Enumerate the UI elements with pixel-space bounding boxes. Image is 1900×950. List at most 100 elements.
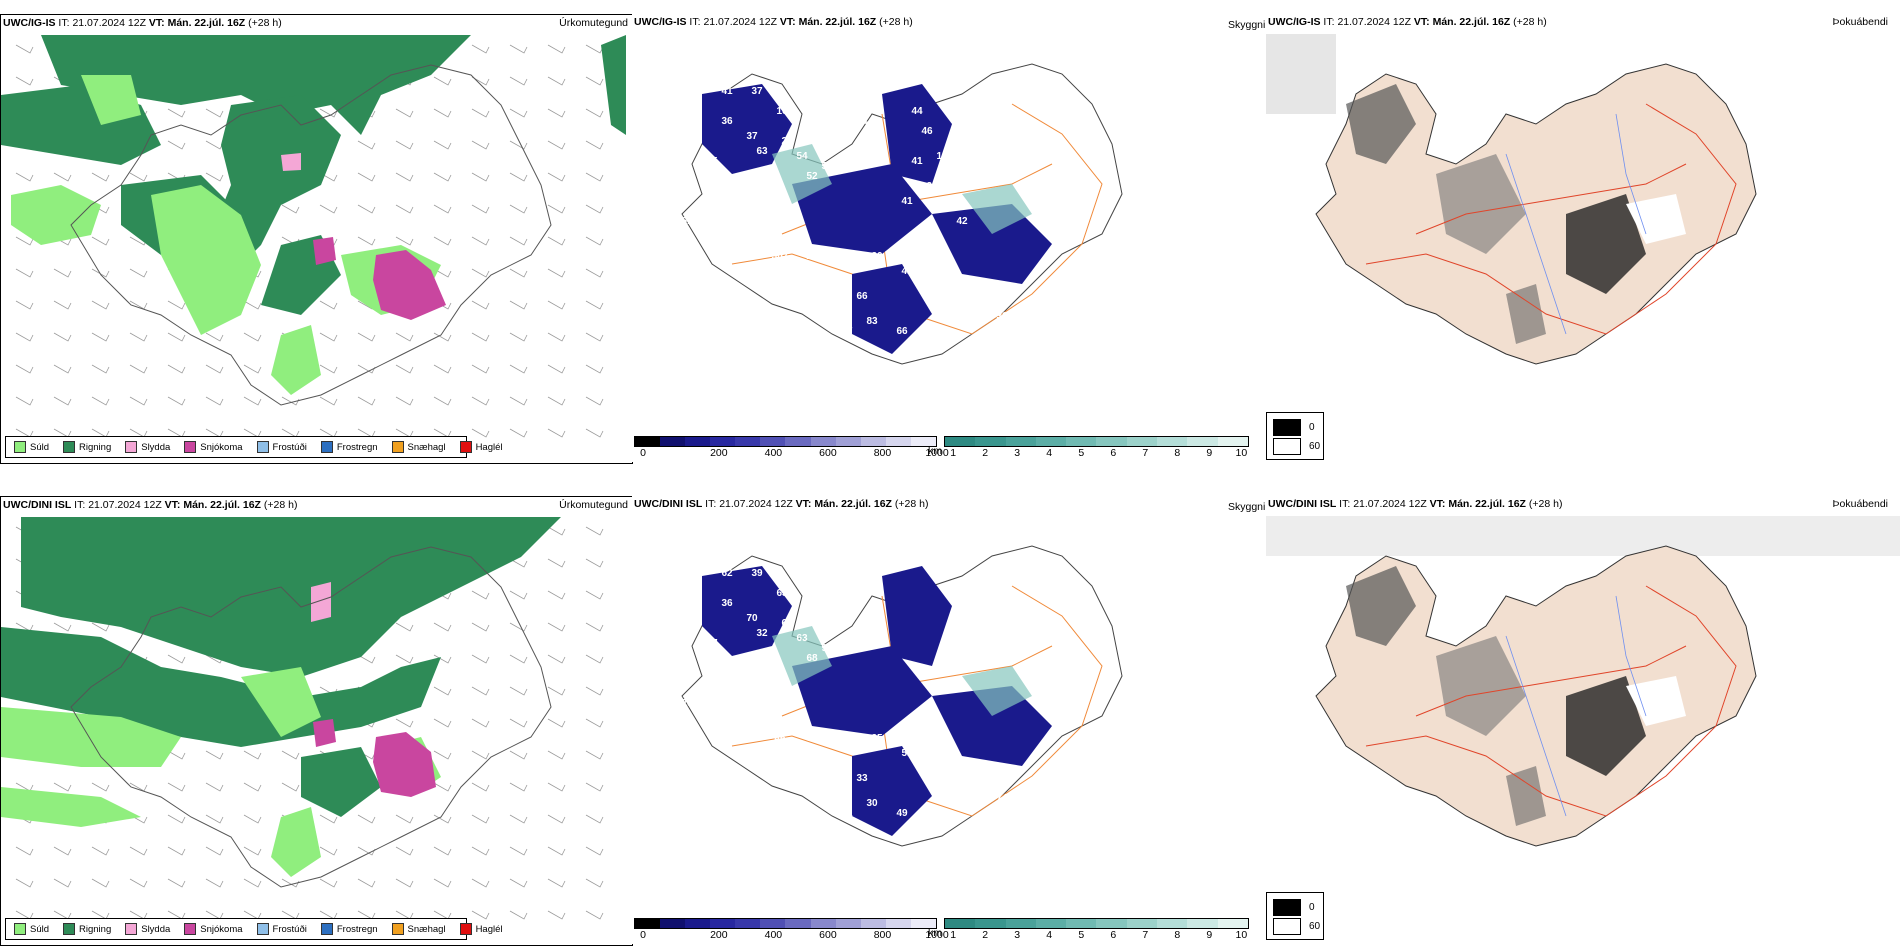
wind-barb — [395, 814, 414, 824]
rivers — [1505, 113, 1647, 335]
legend-item: Frostregn — [320, 441, 378, 453]
visibility-label: 42 — [821, 588, 833, 599]
wind-barb — [547, 364, 566, 374]
visibility-label: 74 — [996, 793, 1008, 804]
wind-barb — [15, 364, 34, 374]
visibility-label: 33 — [856, 773, 868, 784]
wind-barb — [395, 396, 414, 406]
colorbar-cell — [810, 919, 836, 928]
colorbar-tick: 200 — [710, 929, 728, 941]
colorbar-cell — [1096, 437, 1127, 446]
wind-barb — [243, 396, 262, 406]
iceland-land — [1315, 545, 1757, 847]
visibility-label: 21 — [841, 808, 853, 819]
legend-label: Rigning — [79, 923, 112, 935]
legend-label: Frostregn — [336, 923, 378, 935]
visibility-label: 67 — [781, 618, 793, 629]
visibility-label: 55 — [756, 768, 768, 779]
wind-barb — [585, 846, 604, 856]
precip-type-map-row2: UWC/DINI ISL IT: 21.07.2024 12Z VT: Mán.… — [0, 496, 633, 946]
wind-barb — [167, 300, 186, 310]
legend-item: Haglél — [459, 441, 503, 453]
iceland-coastline — [70, 64, 552, 406]
visibility-label: 99 — [806, 733, 818, 744]
rain-areas — [1, 517, 561, 817]
visibility-label: 66 — [896, 326, 908, 337]
visibility-label: 36 — [971, 311, 983, 322]
wind-barb — [357, 332, 376, 342]
wind-barb — [53, 622, 72, 632]
wind-barb — [205, 140, 224, 150]
colorbar-cell — [1005, 919, 1036, 928]
wind-barb — [547, 622, 566, 632]
visibility-label: 61 — [681, 216, 693, 227]
legend-swatch — [125, 923, 138, 935]
wind-barb — [471, 236, 490, 246]
wind-barb — [357, 878, 376, 888]
wind-barb — [471, 44, 490, 54]
visibility-label: 80 — [736, 251, 748, 262]
wind-barb — [243, 332, 262, 342]
wind-barb — [357, 396, 376, 406]
wind-barb — [395, 878, 414, 888]
colorbar-tick: 4 — [1046, 447, 1053, 459]
wind-barb — [91, 172, 110, 182]
visibility-label: 32 — [756, 628, 768, 639]
wind-barb — [585, 236, 604, 246]
legend-swatch — [459, 923, 472, 935]
visibility-label: 46 — [774, 733, 786, 744]
wind-barb — [205, 332, 224, 342]
wind-barb — [91, 622, 110, 632]
colorbar-cell — [810, 437, 836, 446]
colorbar-tick: 4 — [1046, 929, 1053, 941]
colorbar-tick: 1 — [950, 929, 957, 941]
legend-label: Slydda — [141, 923, 171, 935]
wind-barb — [471, 428, 490, 438]
wind-barb — [509, 300, 528, 310]
legend-item: Súld — [14, 923, 49, 935]
visibility-label: 100 — [724, 231, 741, 242]
wind-barb — [509, 44, 528, 54]
vis-product-title: Skyggni — [1228, 501, 1266, 513]
wind-barb — [243, 814, 262, 824]
wind-barb — [585, 814, 604, 824]
visibility-label: 29 — [781, 136, 793, 147]
visibility-label: 39 — [971, 793, 983, 804]
colorbar-cell — [945, 437, 976, 446]
wind-barb — [395, 172, 414, 182]
colorbar-cell — [975, 437, 1006, 446]
colorbar-cell — [735, 437, 761, 446]
vis-map-svg: 17 41 37 36 37 63 29 16 11 65 61 100 76 78 80 307 24 30 30… — [681, 61, 1123, 402]
wind-barb — [53, 268, 72, 278]
legend-item: Snæhagl — [391, 923, 446, 935]
visibility-label: 76 — [746, 216, 758, 227]
wind-barb — [509, 558, 528, 568]
wind-barb — [509, 140, 528, 150]
visibility-label: 54 — [746, 543, 758, 554]
wind-barb — [167, 814, 186, 824]
wind-barb — [471, 300, 490, 310]
wind-barb — [129, 268, 148, 278]
visibility-label: 41 — [901, 266, 913, 277]
visibility-label: 20 — [926, 181, 938, 192]
wind-barb — [357, 814, 376, 824]
wind-barb — [585, 268, 604, 278]
visibility-label: 44 — [911, 106, 923, 117]
wind-barb — [15, 878, 34, 888]
fog-legend: 0 60 — [1266, 412, 1324, 460]
visibility-label: 35 — [826, 391, 838, 402]
cloud-base-cells — [634, 436, 937, 447]
wind-barb — [509, 910, 528, 920]
snow-areas — [281, 153, 446, 320]
colorbar-tick: 1 — [950, 447, 957, 459]
legend-swatch — [256, 441, 269, 453]
wind-barb — [15, 76, 34, 86]
wind-barb — [167, 654, 186, 664]
visibility-label: 35 — [871, 733, 883, 744]
visibility-label: 37 — [721, 733, 733, 744]
colorbar-cell — [760, 919, 786, 928]
colorbar-tick: 600 — [819, 447, 837, 459]
visibility-label: 30 — [866, 798, 878, 809]
legend-label: Snæhagl — [407, 441, 446, 453]
